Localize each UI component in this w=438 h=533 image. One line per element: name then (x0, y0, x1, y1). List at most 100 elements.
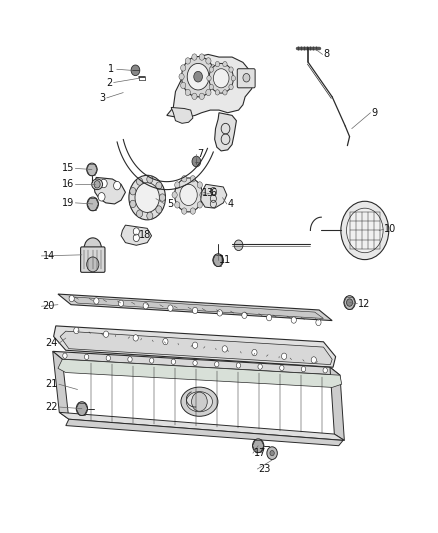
Circle shape (346, 299, 353, 306)
Circle shape (130, 188, 136, 195)
Circle shape (258, 364, 262, 369)
Circle shape (133, 335, 138, 341)
Circle shape (180, 82, 186, 88)
Circle shape (182, 208, 187, 214)
Circle shape (301, 367, 306, 372)
Circle shape (192, 93, 197, 100)
Circle shape (168, 305, 173, 311)
Polygon shape (53, 326, 336, 367)
Circle shape (199, 54, 205, 60)
Text: 16: 16 (62, 179, 74, 189)
Circle shape (213, 69, 229, 88)
Circle shape (199, 93, 205, 100)
Circle shape (171, 359, 176, 365)
Circle shape (69, 295, 74, 302)
Circle shape (229, 84, 233, 90)
Circle shape (130, 200, 136, 208)
Circle shape (267, 447, 277, 459)
Circle shape (94, 181, 100, 188)
Polygon shape (66, 419, 343, 446)
Circle shape (231, 76, 236, 81)
Circle shape (129, 175, 166, 220)
Text: 20: 20 (43, 301, 55, 311)
Circle shape (192, 308, 198, 314)
Text: 21: 21 (46, 379, 58, 389)
Circle shape (135, 183, 159, 213)
Circle shape (131, 65, 140, 76)
Circle shape (291, 317, 297, 323)
Text: 9: 9 (371, 108, 378, 118)
Text: 14: 14 (43, 251, 55, 261)
Circle shape (215, 90, 219, 95)
Text: 24: 24 (46, 338, 58, 349)
Circle shape (282, 353, 287, 359)
Circle shape (98, 192, 105, 201)
Circle shape (217, 310, 223, 316)
Polygon shape (330, 367, 344, 440)
Circle shape (187, 63, 209, 90)
Circle shape (236, 363, 240, 368)
Circle shape (175, 182, 180, 188)
Circle shape (84, 238, 102, 259)
Circle shape (172, 192, 177, 198)
Circle shape (182, 56, 215, 97)
Circle shape (63, 353, 67, 358)
Polygon shape (121, 225, 152, 245)
Circle shape (113, 181, 120, 190)
Polygon shape (215, 113, 237, 151)
Circle shape (311, 357, 316, 363)
Polygon shape (201, 184, 227, 208)
Circle shape (133, 228, 139, 235)
Circle shape (100, 179, 107, 188)
Circle shape (266, 314, 272, 321)
Circle shape (253, 439, 264, 453)
Circle shape (210, 82, 215, 88)
Circle shape (180, 184, 197, 206)
Circle shape (209, 84, 213, 90)
Circle shape (346, 208, 383, 253)
Circle shape (197, 182, 202, 188)
Circle shape (242, 312, 247, 318)
Circle shape (175, 201, 180, 208)
Ellipse shape (186, 392, 212, 412)
Text: 15: 15 (62, 164, 74, 173)
Text: 8: 8 (323, 50, 329, 59)
Circle shape (185, 89, 191, 95)
Circle shape (137, 210, 143, 217)
Circle shape (190, 175, 195, 182)
Circle shape (279, 365, 284, 370)
Circle shape (193, 360, 197, 366)
Circle shape (190, 208, 195, 214)
Circle shape (87, 197, 99, 211)
Circle shape (133, 234, 139, 241)
Circle shape (191, 392, 207, 411)
Text: 4: 4 (228, 199, 234, 209)
Circle shape (243, 74, 250, 82)
Circle shape (209, 67, 213, 72)
Circle shape (213, 254, 223, 266)
Text: 12: 12 (358, 298, 371, 309)
Circle shape (94, 298, 99, 304)
Circle shape (137, 178, 143, 185)
Circle shape (316, 319, 321, 326)
Circle shape (192, 156, 201, 167)
Text: 13: 13 (201, 188, 214, 198)
Text: 19: 19 (62, 198, 74, 208)
Text: 7: 7 (197, 149, 204, 159)
Circle shape (185, 58, 191, 64)
FancyBboxPatch shape (81, 247, 105, 272)
Text: 2: 2 (106, 77, 113, 87)
Circle shape (87, 257, 99, 272)
Polygon shape (53, 351, 340, 375)
Circle shape (192, 54, 197, 60)
Polygon shape (94, 177, 125, 204)
Circle shape (229, 67, 233, 72)
Circle shape (252, 350, 257, 356)
Circle shape (206, 89, 211, 95)
Circle shape (197, 201, 202, 208)
Polygon shape (58, 294, 332, 320)
Text: 22: 22 (46, 402, 58, 412)
Circle shape (270, 450, 274, 456)
Circle shape (206, 58, 211, 64)
Circle shape (106, 356, 110, 361)
